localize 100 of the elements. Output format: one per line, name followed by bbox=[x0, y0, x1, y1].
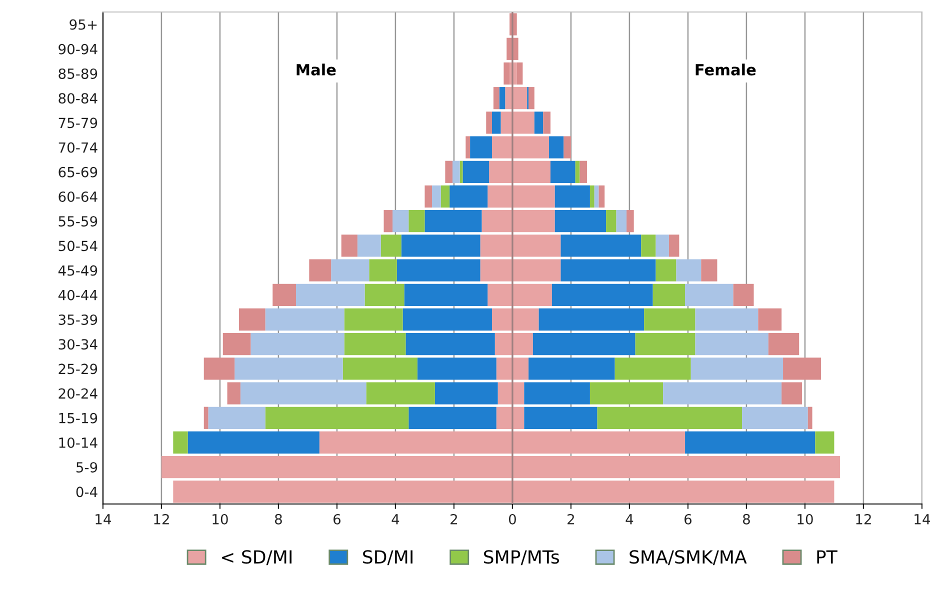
annotation: Female bbox=[696, 64, 756, 76]
bar bbox=[656, 234, 669, 257]
x-tick-label: 8 bbox=[742, 514, 750, 524]
bar bbox=[222, 333, 251, 356]
bar bbox=[480, 259, 512, 282]
bar bbox=[663, 382, 782, 404]
x-tick-label: 14 bbox=[96, 514, 112, 524]
bar bbox=[499, 87, 506, 110]
bar bbox=[496, 358, 512, 380]
bar bbox=[402, 308, 492, 331]
bar bbox=[364, 284, 404, 306]
bar bbox=[492, 136, 512, 158]
bar bbox=[554, 210, 606, 232]
legend-label: < SD/MI bbox=[222, 550, 292, 566]
bar bbox=[173, 431, 188, 454]
bar bbox=[532, 333, 636, 356]
y-tick-label: 25-29 bbox=[58, 364, 98, 374]
bar bbox=[695, 308, 758, 331]
bar bbox=[406, 333, 495, 356]
legend-label: SMA/SMK/MA bbox=[630, 550, 747, 566]
bar bbox=[597, 406, 742, 429]
bar bbox=[404, 284, 488, 306]
bar bbox=[450, 185, 488, 208]
bar bbox=[768, 333, 800, 356]
y-tick-label: 95+ bbox=[70, 19, 97, 30]
bar bbox=[227, 382, 240, 404]
bar bbox=[580, 160, 588, 183]
bar bbox=[188, 431, 320, 454]
bar bbox=[606, 210, 616, 232]
x-tick-label: 8 bbox=[274, 514, 282, 524]
bar bbox=[512, 160, 550, 183]
bar bbox=[265, 308, 344, 331]
bar bbox=[384, 210, 393, 232]
annotation: Male bbox=[296, 64, 336, 76]
bar bbox=[590, 185, 594, 208]
y-tick-label: 10-14 bbox=[59, 437, 98, 448]
bar bbox=[342, 358, 418, 380]
bar bbox=[512, 333, 533, 356]
bar bbox=[496, 406, 512, 429]
legend-label: SMP/MTs bbox=[484, 550, 559, 566]
bar bbox=[635, 333, 696, 356]
bar bbox=[590, 382, 664, 404]
bar bbox=[462, 160, 490, 183]
bar bbox=[528, 358, 615, 380]
bar bbox=[733, 284, 754, 306]
x-tick-label: 4 bbox=[392, 514, 400, 524]
bar bbox=[272, 284, 296, 306]
bar bbox=[309, 259, 332, 282]
bar bbox=[549, 136, 564, 158]
x-tick-label: 12 bbox=[154, 514, 169, 524]
bar bbox=[488, 284, 512, 306]
bar bbox=[512, 259, 561, 282]
y-tick-label: 45-49 bbox=[58, 265, 98, 276]
bar bbox=[560, 234, 642, 257]
bar bbox=[492, 112, 501, 134]
bar bbox=[512, 185, 555, 208]
bar bbox=[341, 234, 358, 257]
x-tick-label: 12 bbox=[856, 514, 871, 524]
bar bbox=[512, 358, 529, 380]
x-tick-label: 6 bbox=[684, 514, 692, 524]
bar bbox=[204, 358, 235, 380]
bar bbox=[594, 185, 599, 208]
y-tick-label: 30-34 bbox=[58, 339, 98, 350]
x-tick-label: 6 bbox=[334, 514, 341, 524]
bar bbox=[512, 284, 552, 306]
bar bbox=[524, 406, 598, 429]
bar bbox=[652, 284, 686, 306]
y-tick-label: 0-4 bbox=[76, 486, 98, 498]
y-tick-label: 90-94 bbox=[58, 44, 98, 54]
bar bbox=[204, 406, 208, 429]
x-tick-label: 4 bbox=[626, 514, 634, 524]
bar bbox=[240, 382, 366, 404]
bar bbox=[701, 259, 718, 282]
bar bbox=[161, 456, 512, 478]
bar bbox=[512, 87, 528, 110]
bar bbox=[512, 112, 534, 134]
bar bbox=[616, 210, 627, 232]
bar bbox=[366, 382, 435, 404]
bar bbox=[492, 308, 512, 331]
bar bbox=[528, 87, 534, 110]
bar bbox=[626, 210, 634, 232]
bar bbox=[396, 259, 480, 282]
bar bbox=[742, 406, 808, 429]
bar bbox=[512, 382, 524, 404]
bar bbox=[512, 456, 840, 478]
bar bbox=[758, 308, 782, 331]
bar bbox=[685, 431, 816, 454]
y-tick-label: 5-9 bbox=[76, 462, 98, 473]
bar bbox=[408, 210, 425, 232]
bar bbox=[296, 284, 365, 306]
bar bbox=[500, 112, 512, 134]
bar bbox=[808, 406, 812, 429]
bar bbox=[782, 382, 802, 404]
bar bbox=[401, 234, 480, 257]
bar bbox=[173, 480, 512, 503]
x-tick-label: 0 bbox=[508, 514, 516, 524]
bar bbox=[543, 112, 550, 134]
y-tick-label: 15-19 bbox=[59, 412, 98, 424]
bar bbox=[482, 210, 512, 232]
bar bbox=[512, 234, 561, 257]
